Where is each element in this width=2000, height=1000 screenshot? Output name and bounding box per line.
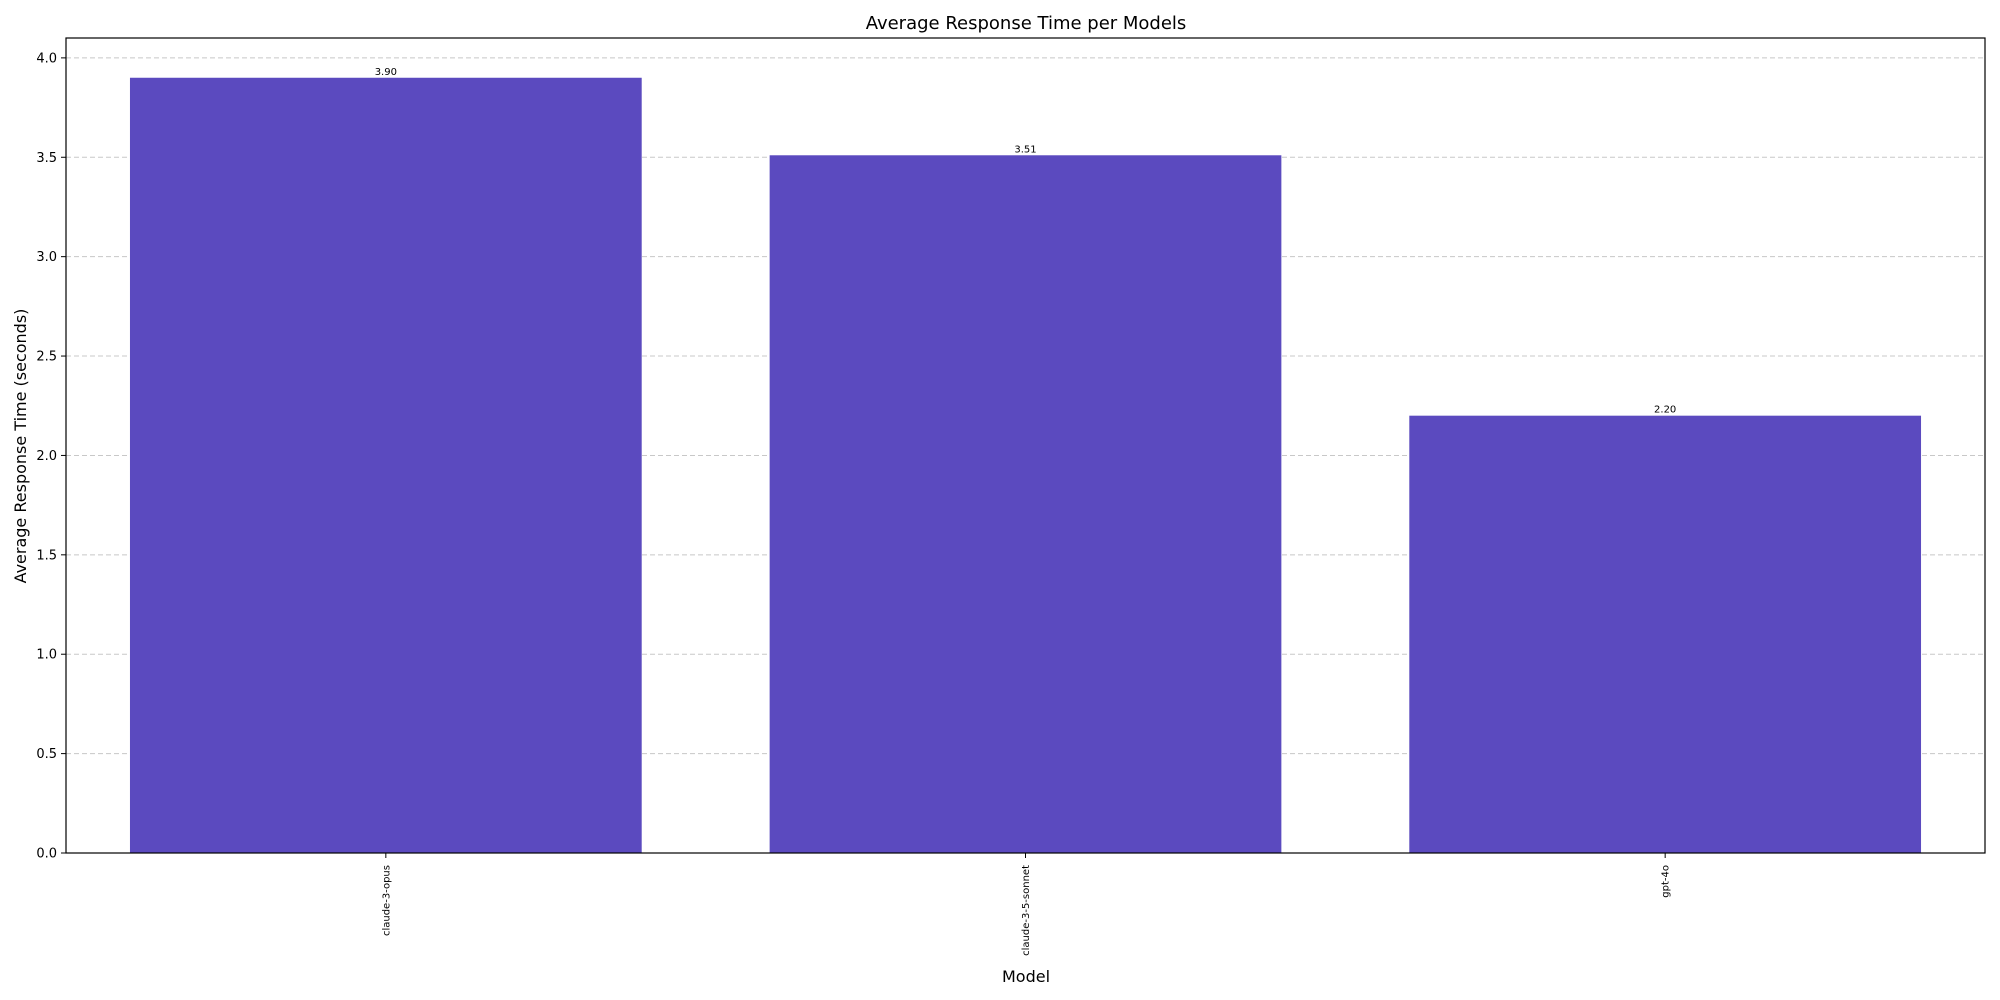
chart-title: Average Response Time per Models: [866, 13, 1187, 34]
data-label-claude-3-5-sonnet: 3.51: [1014, 144, 1036, 155]
data-label-claude-3-opus: 3.90: [375, 67, 397, 78]
y-tick-label: 1.0: [36, 648, 57, 663]
x-tick-label-claude-3-opus: claude-3-opus: [381, 865, 392, 936]
data-label-gpt-4o: 2.20: [1654, 405, 1676, 416]
x-tick-label-gpt-4o: gpt-4o: [1661, 865, 1672, 898]
y-axis-label: Average Response Time (seconds): [11, 309, 30, 584]
x-axis-ticks: claude-3-opus claude-3-5-sonnet gpt-4o: [381, 853, 1672, 956]
y-tick-label: 0.5: [36, 747, 57, 762]
bar-claude-3-5-sonnet: [769, 155, 1282, 853]
bar-claude-3-opus: [129, 77, 642, 853]
bars: [129, 77, 1922, 853]
y-tick-label: 2.0: [36, 449, 57, 464]
y-tick-label: 2.5: [36, 350, 57, 365]
y-tick-label: 3.5: [36, 151, 57, 166]
data-labels: 3.90 3.51 2.20: [375, 67, 1677, 416]
y-tick-label: 0.0: [36, 847, 57, 862]
y-tick-label: 3.0: [36, 250, 57, 265]
y-tick-label: 4.0: [36, 51, 57, 66]
y-axis-ticks: 0.0 0.5 1.0 1.5 2.0 2.5 3.0 3.5 4.0: [36, 51, 66, 862]
y-tick-label: 1.5: [36, 548, 57, 563]
bar-gpt-4o: [1409, 415, 1922, 853]
x-tick-label-claude-3-5-sonnet: claude-3-5-sonnet: [1021, 865, 1032, 956]
x-axis-label: Model: [1002, 967, 1050, 986]
